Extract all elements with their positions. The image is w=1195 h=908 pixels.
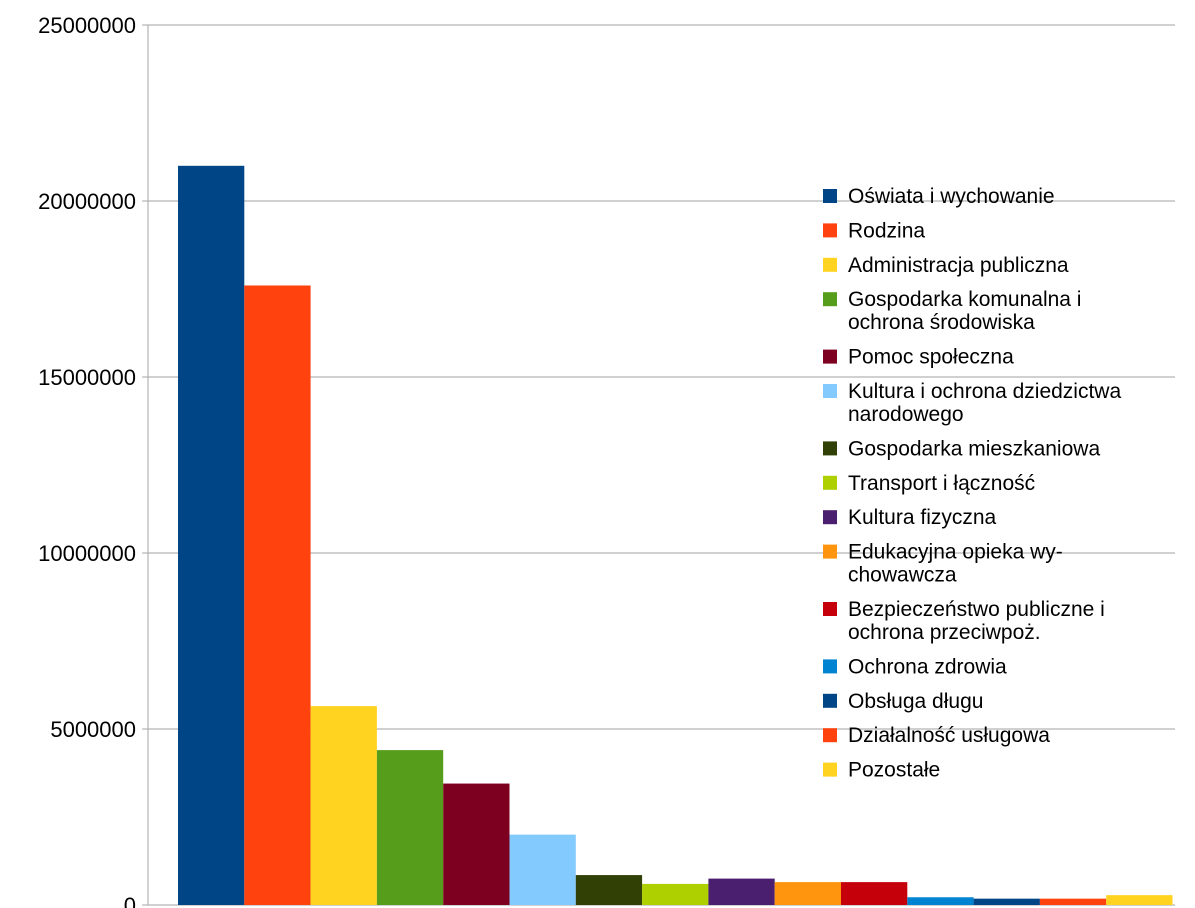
- bar: [376, 750, 444, 905]
- y-axis-ticks: 0 5000000 10000000 15000000 20000000 25000000: [38, 13, 136, 908]
- legend-label: Pomoc społeczna: [848, 346, 1014, 369]
- legend-item: Rodzina: [823, 219, 925, 242]
- legend-label: Administracja publiczna: [848, 254, 1069, 277]
- bar: [642, 883, 709, 905]
- bar: [1106, 895, 1173, 905]
- y-tick-label: 0: [124, 893, 136, 908]
- legend-label: Ochrona zdrowia: [848, 655, 1007, 678]
- y-tick-label: 10000000: [38, 541, 136, 566]
- bar: [1039, 898, 1107, 905]
- legend-label: Działalność usługowa: [848, 724, 1050, 747]
- legend-label: Transport i łączność: [848, 472, 1035, 495]
- legend-swatch: [823, 728, 837, 743]
- legend-swatch: [823, 441, 837, 456]
- legend-swatch: [823, 693, 837, 708]
- y-tick-label: 20000000: [38, 189, 136, 214]
- legend-label: Bezpieczeństwo publiczne i: [848, 598, 1105, 621]
- legend-item: Oświata i wychowanie: [823, 185, 1055, 208]
- legend-swatch: [823, 257, 837, 272]
- bar: [443, 783, 510, 905]
- legend-swatch: [823, 189, 837, 203]
- legend-label: Obsługa długu: [848, 690, 983, 713]
- legend-swatch: [823, 384, 837, 398]
- legend-swatch: [823, 475, 837, 490]
- legend-label: Gospodarka mieszkaniowa: [848, 437, 1100, 460]
- legend-item: Administracja publiczna: [823, 254, 1069, 277]
- legend-label: Rodzina: [848, 219, 925, 242]
- bar: [509, 834, 576, 905]
- bar: [973, 898, 1040, 905]
- y-tick-label: 15000000: [38, 365, 136, 390]
- legend-label: ochrona przeciwpoż.: [848, 621, 1041, 644]
- legend-label: Kultura fizyczna: [848, 506, 997, 529]
- bar: [575, 875, 643, 905]
- legend-label: Edukacyjna opieka wy-: [848, 541, 1063, 564]
- legend-label: Gospodarka komunalna i: [848, 288, 1081, 311]
- legend-label: Pozostałe: [848, 759, 940, 782]
- legend-swatch: [823, 762, 837, 777]
- bar: [244, 285, 311, 906]
- legend-item: Pozostałe: [823, 759, 940, 782]
- bar: [774, 882, 841, 905]
- legend-swatch: [823, 223, 837, 238]
- legend-item: Transport i łączność: [823, 472, 1035, 495]
- legend-swatch: [823, 349, 837, 364]
- bar: [708, 878, 775, 905]
- legend-label: ochrona środowiska: [848, 311, 1035, 334]
- bar: [907, 897, 974, 905]
- bar: [841, 882, 908, 905]
- bars: [178, 165, 1173, 906]
- legend-label: Oświata i wychowanie: [848, 185, 1055, 208]
- legend-swatch: [823, 659, 837, 674]
- y-tick-label: 25000000: [38, 13, 136, 38]
- legend: Oświata i wychowanie Rodzina Administracja…: [823, 185, 1121, 782]
- legend-item: Obsługa długu: [823, 690, 983, 713]
- legend-item: Gospodarka mieszkaniowa: [823, 437, 1100, 460]
- legend-label: Kultura i ochrona dziedzictwa: [848, 380, 1121, 403]
- bar: [310, 706, 377, 905]
- legend-label: chowawcza: [848, 564, 957, 587]
- legend-swatch: [823, 510, 837, 525]
- legend-swatch: [823, 602, 837, 616]
- legend-item: Pomoc społeczna: [823, 346, 1014, 369]
- bar: [178, 165, 245, 906]
- legend-label: narodowego: [848, 403, 964, 426]
- legend-swatch: [823, 292, 837, 307]
- y-tick-label: 5000000: [50, 717, 136, 742]
- legend-item: Działalność usługowa: [823, 724, 1050, 747]
- legend-item: Kultura fizyczna: [823, 506, 997, 529]
- legend-item: Edukacyjna opieka wy-chowawcza: [823, 541, 1063, 587]
- legend-item: Ochrona zdrowia: [823, 655, 1007, 678]
- legend-swatch: [823, 544, 837, 559]
